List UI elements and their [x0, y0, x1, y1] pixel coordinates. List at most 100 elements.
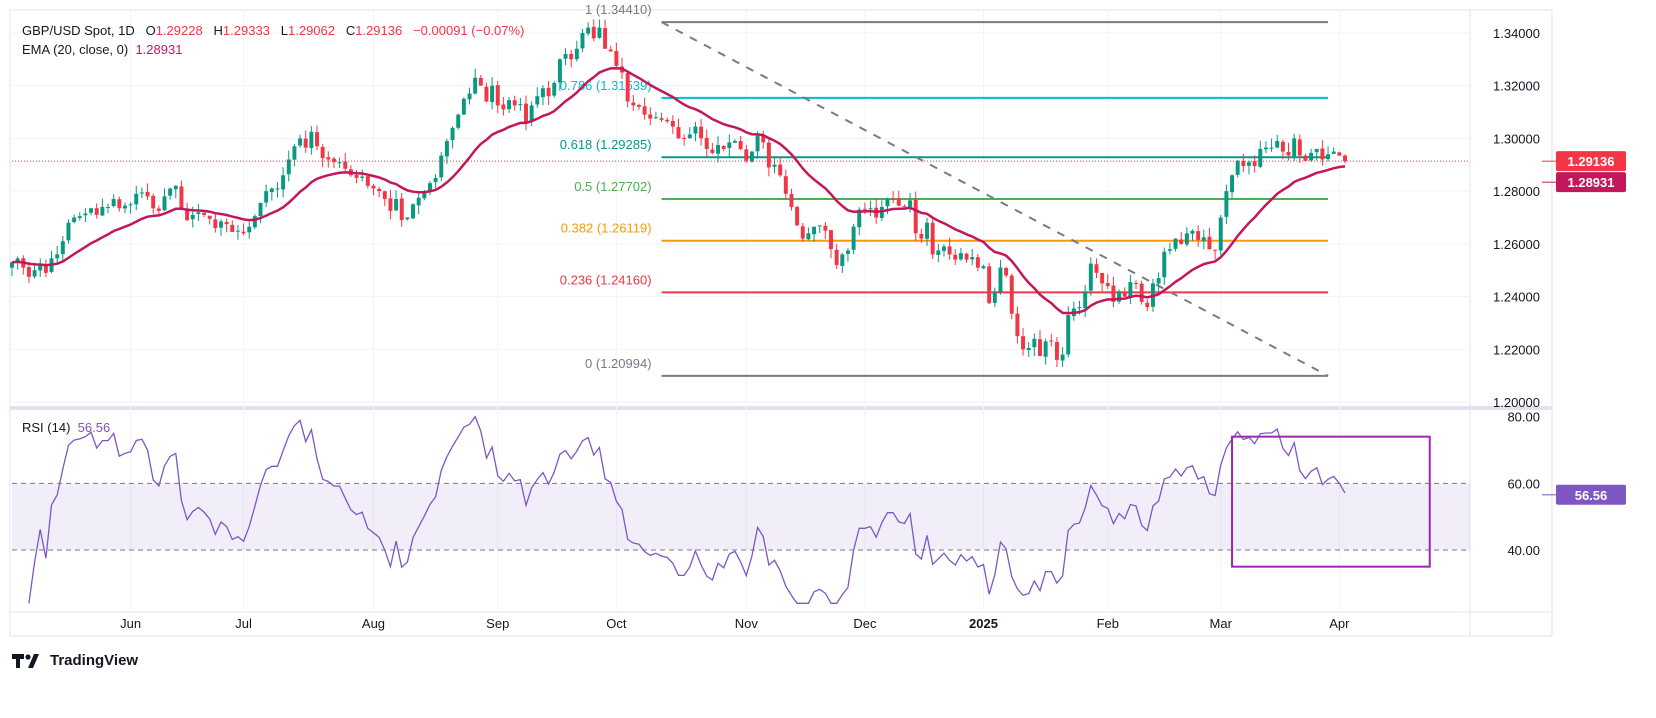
- candle-body: [936, 250, 941, 255]
- candle: [111, 194, 116, 208]
- candle: [964, 252, 969, 263]
- candle: [303, 130, 308, 153]
- high-value: 1.29333: [222, 23, 270, 38]
- candle-body: [642, 106, 647, 115]
- price-legend: GBP/USD Spot, 1D O1.29228 H1.29333 L1.29…: [22, 23, 524, 38]
- candle: [1196, 225, 1201, 247]
- candle-body: [834, 249, 839, 265]
- tradingview-logo[interactable]: TradingView: [12, 652, 138, 669]
- candle-body: [1337, 152, 1342, 156]
- candle: [851, 223, 856, 255]
- candle: [484, 82, 489, 103]
- candle: [749, 151, 754, 163]
- candle-body: [795, 206, 800, 226]
- candle: [1213, 249, 1218, 260]
- candle-body: [230, 224, 235, 232]
- candle-body: [981, 266, 986, 269]
- candle-body: [603, 28, 608, 49]
- candle: [117, 196, 122, 212]
- candle: [783, 169, 788, 200]
- candle: [309, 126, 314, 155]
- candle-body: [207, 215, 212, 219]
- candle: [580, 28, 585, 53]
- candle-body: [179, 186, 184, 209]
- candle: [733, 139, 737, 144]
- candle-body: [800, 226, 805, 239]
- candle-body: [122, 205, 127, 209]
- candle-body: [134, 193, 139, 205]
- rsi-highlight-box: [1231, 435, 1431, 568]
- candle: [473, 68, 478, 95]
- candle-body: [382, 191, 387, 200]
- candle-body: [998, 267, 1003, 293]
- candle: [699, 118, 704, 146]
- candle: [1049, 333, 1054, 347]
- candle: [1071, 301, 1076, 321]
- candle: [1331, 147, 1336, 154]
- candle: [1230, 174, 1235, 198]
- ema-value: 1.28931: [135, 42, 183, 57]
- candle-body: [744, 149, 749, 161]
- candle: [173, 185, 178, 199]
- candle-body: [1134, 282, 1138, 284]
- candle-body: [450, 127, 455, 141]
- time-axis-label: Dec: [853, 616, 877, 631]
- candle-body: [117, 199, 122, 209]
- candle: [77, 212, 82, 221]
- fib-trend-line: [661, 21, 1329, 377]
- candle-body: [755, 135, 760, 152]
- candle-body: [507, 100, 512, 110]
- candle: [501, 97, 506, 116]
- candle: [1139, 280, 1144, 305]
- candle: [326, 151, 331, 168]
- rsi-value-tag-bg: [1556, 484, 1626, 505]
- candle: [998, 259, 1003, 295]
- candle-body: [202, 212, 207, 215]
- candle-body: [1049, 340, 1054, 342]
- candle: [1252, 155, 1257, 173]
- candle: [258, 202, 263, 224]
- candle: [1292, 133, 1297, 162]
- candle: [1263, 141, 1268, 154]
- candle: [563, 48, 568, 66]
- low-label: L: [280, 23, 288, 38]
- close-value: 1.29136: [355, 23, 403, 38]
- candle: [94, 203, 99, 219]
- fib-level-label: 0.786 (1.31539): [560, 78, 652, 93]
- candle: [653, 111, 658, 120]
- candle: [156, 205, 161, 215]
- candle: [919, 228, 924, 243]
- candle: [1303, 153, 1308, 162]
- candle-body: [749, 151, 754, 162]
- candle-body: [891, 198, 896, 200]
- candle: [766, 136, 771, 177]
- candle-body: [1009, 275, 1014, 314]
- candle-body: [591, 26, 596, 39]
- candle: [891, 191, 896, 204]
- candle: [778, 157, 783, 177]
- candle: [1258, 140, 1263, 169]
- candle: [1241, 153, 1246, 173]
- candle-body: [1269, 147, 1274, 149]
- candle: [1145, 299, 1150, 312]
- candle-body: [733, 141, 737, 143]
- candle: [507, 96, 512, 113]
- candle-body: [1162, 251, 1167, 278]
- candle-body: [354, 174, 359, 178]
- candle: [66, 219, 71, 244]
- candle: [89, 207, 94, 216]
- candle: [1117, 289, 1122, 304]
- candle: [591, 19, 596, 42]
- candle-body: [377, 188, 382, 192]
- candle-body: [563, 54, 568, 59]
- candle: [569, 49, 574, 68]
- candle-body: [371, 185, 376, 189]
- high-label: H: [213, 23, 223, 38]
- candle-body: [1105, 283, 1110, 287]
- candle-body: [845, 250, 850, 254]
- candle-body: [433, 177, 438, 183]
- rsi-value-tag: 56.56: [1575, 488, 1608, 503]
- candle-body: [586, 27, 591, 34]
- candle: [1021, 328, 1026, 356]
